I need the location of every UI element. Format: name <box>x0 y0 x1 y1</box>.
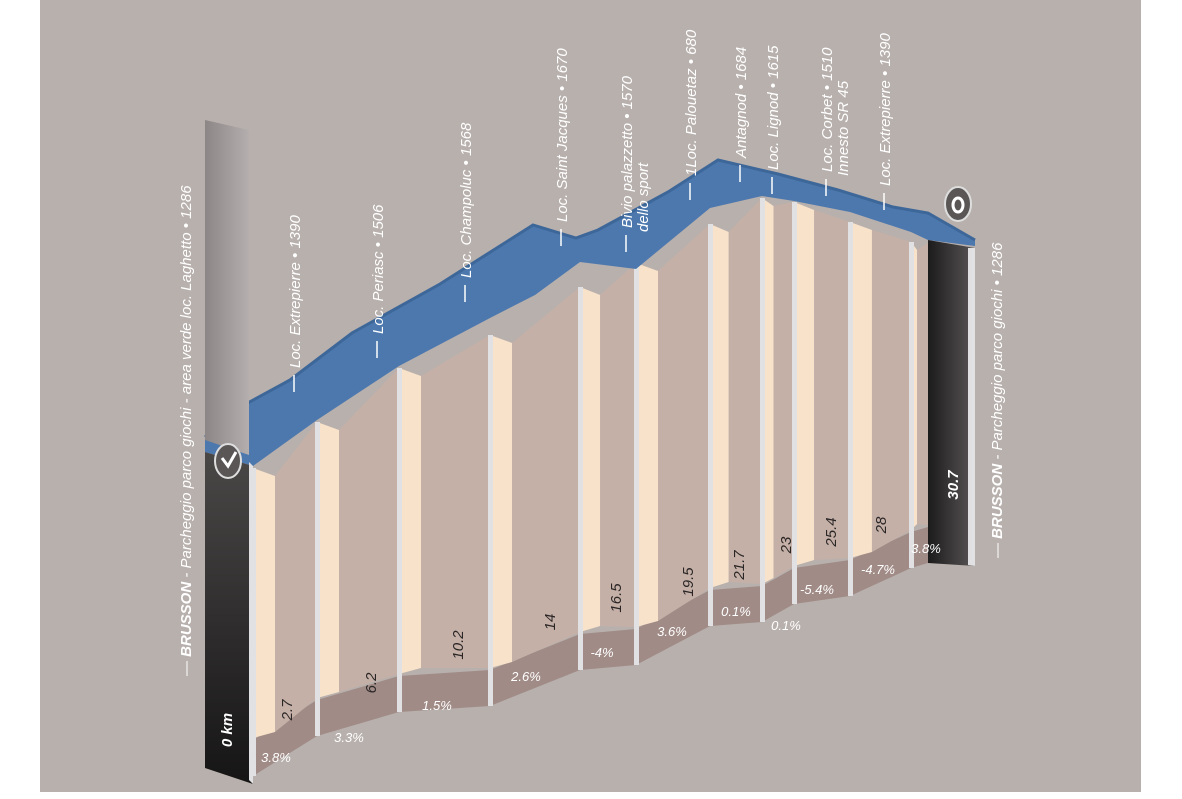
column-cream-face <box>490 335 512 668</box>
waypoint-label: 1Loc. Palouetaz • 680 <box>683 29 700 176</box>
column-mauve-wall <box>917 243 928 525</box>
column-separator <box>397 368 402 712</box>
label-separator: - <box>989 450 1006 463</box>
column-separator <box>792 202 797 604</box>
start-km-label: 0 km <box>219 713 236 747</box>
waypoint-label: Loc. Corbet • 1510 <box>819 47 836 172</box>
waypoint-label: Loc. Extrepierre • 1390 <box>877 33 894 186</box>
column-cream-face <box>850 222 872 558</box>
column-cream-face <box>253 468 275 738</box>
column-cream-face <box>794 202 815 566</box>
elevation-ribbon-top-edge <box>204 158 976 439</box>
start-bar-front <box>205 452 253 784</box>
waypoint-columns <box>251 198 928 776</box>
waypoint-label: dello sport <box>635 162 652 232</box>
start-bar-back <box>205 120 249 455</box>
place-altitude: 1286 <box>178 185 195 219</box>
check-icon <box>214 443 242 479</box>
waypoint-label: Loc. Extrepierre • 1390 <box>287 215 304 368</box>
km-marker: 23 <box>778 536 795 554</box>
place-description: Parcheggio parco giochi <box>989 289 1006 451</box>
km-marker: 16.5 <box>608 583 625 613</box>
column-separator <box>315 422 320 736</box>
end-bar <box>928 240 975 566</box>
km-marker: 25.4 <box>823 517 840 547</box>
km-marker: 10.2 <box>450 630 467 660</box>
label-bullet: • <box>989 276 1006 290</box>
elevation-ribbon-band <box>205 160 975 466</box>
end-km-label: 30.7 <box>945 470 962 500</box>
column-separator <box>708 224 713 626</box>
place-altitude: 1286 <box>989 242 1006 276</box>
waypoint-label: Loc. Lignod • 1615 <box>765 45 782 170</box>
circle-finish-icon <box>944 186 972 222</box>
waypoint-label: Antagnod • 1684 <box>733 47 750 159</box>
gradient-label: 2.6% <box>510 669 541 684</box>
column-separator <box>634 263 639 665</box>
column-mauve-wall <box>814 210 850 560</box>
waypoint-label: Innesto SR 45 <box>835 80 852 176</box>
label-dash: — <box>178 657 195 677</box>
km-marker: 6.2 <box>363 672 380 694</box>
elevation-ribbon <box>204 158 976 466</box>
column-cream-face <box>710 224 729 588</box>
column-mauve-wall <box>275 422 317 732</box>
end-bar-edge <box>968 248 975 566</box>
km-marker: 28 <box>873 516 890 534</box>
column-separator <box>760 198 765 622</box>
column-separator <box>251 468 256 776</box>
column-mauve-wall <box>658 224 710 621</box>
gradient-label: -5.4% <box>800 582 834 597</box>
end-location-label: — BRUSSON - Parcheggio parco giochi • 12… <box>989 242 1006 559</box>
column-mauve-wall <box>728 198 762 584</box>
column-mauve-wall <box>421 335 490 668</box>
km-marker: 14 <box>542 614 559 631</box>
column-cream-face <box>399 368 421 674</box>
gradient-label: 1.5% <box>422 698 452 713</box>
gradient-label: 0.1% <box>721 604 751 619</box>
gradient-label: 3.8% <box>911 541 941 556</box>
start-location-label: — BRUSSON - Parcheggio parco giochi - ar… <box>178 185 195 677</box>
gradient-label: 3.3% <box>334 730 364 745</box>
column-mauve-wall <box>600 263 636 627</box>
column-mauve-wall <box>512 287 580 662</box>
km-marker: 21.7 <box>731 550 748 581</box>
waypoint-label: Loc. Champoluc • 1568 <box>458 122 475 278</box>
column-mauve-wall <box>773 202 794 578</box>
gradient-label: -4% <box>590 645 613 660</box>
label-bullet: • <box>178 219 195 233</box>
column-mauve-wall <box>871 230 911 552</box>
circle-finish-icon-ring <box>951 196 965 214</box>
column-cream-face <box>636 263 658 627</box>
waypoint-label: Loc. Periasc • 1506 <box>370 204 387 334</box>
column-separator <box>578 287 583 670</box>
place-description: Parcheggio parco giochi - area verde loc… <box>178 232 195 568</box>
gradient-label: 3.8% <box>261 750 291 765</box>
column-separator <box>909 242 914 568</box>
km-marker: 2.7 <box>279 699 296 722</box>
gradient-label: 3.6% <box>657 624 687 639</box>
label-dash: — <box>989 539 1006 559</box>
place-name: BRUSSON <box>178 581 195 657</box>
gradient-label: -4.7% <box>861 562 895 577</box>
column-cream-face <box>317 422 339 698</box>
waypoint-label: Loc. Saint Jacques • 1670 <box>554 48 571 222</box>
column-separator <box>848 222 853 596</box>
column-separator <box>488 335 493 706</box>
check-icon-mark <box>220 451 238 469</box>
gradient-label: 0.1% <box>771 618 801 633</box>
place-name: BRUSSON <box>989 463 1006 539</box>
profile-labels: Loc. Extrepierre • 1390 Loc. Periasc • 15… <box>178 29 1006 765</box>
waypoint-label: Bivio palazzetto • 1570 <box>619 75 636 228</box>
label-separator: - <box>178 568 195 581</box>
column-mauve-wall <box>339 368 399 692</box>
column-cream-face <box>580 287 601 632</box>
start-bar-edge <box>249 462 253 784</box>
km-marker: 19.5 <box>680 567 697 597</box>
start-end-bars <box>205 120 975 784</box>
